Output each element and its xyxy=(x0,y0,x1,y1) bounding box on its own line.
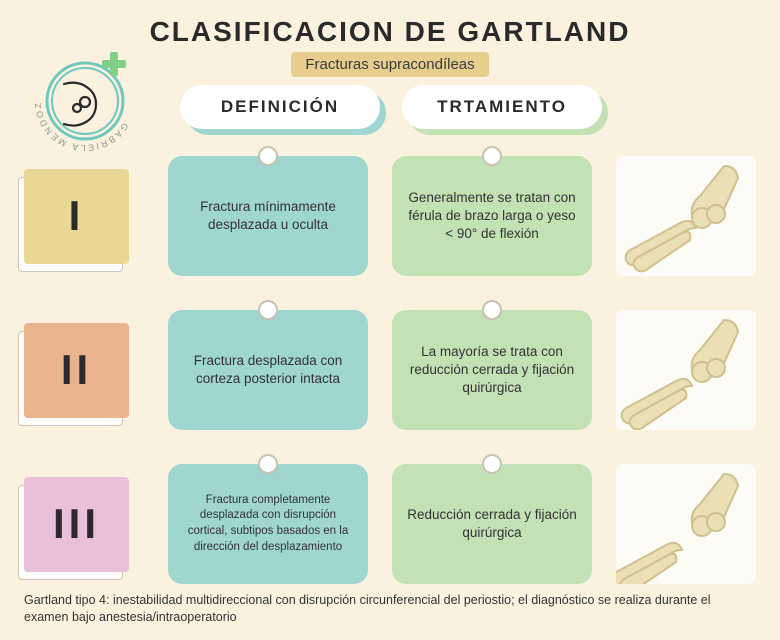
sticky-numeral: III xyxy=(24,477,129,572)
treatment-text: La mayoría se trata con reducción cerrad… xyxy=(406,343,578,398)
treatment-card: La mayoría se trata con reducción cerrad… xyxy=(392,310,592,430)
header-definition-label: Definición xyxy=(180,85,380,129)
header-treatment-label: Trtamiento xyxy=(402,85,602,129)
header-treatment: Trtamiento xyxy=(402,85,602,129)
page-title: CLASIFICACION DE GARTLAND xyxy=(0,0,780,48)
treatment-card: Generalmente se tratan con férula de bra… xyxy=(392,156,592,276)
pin-icon xyxy=(258,146,278,166)
definition-card: Fractura mínimamente desplazada u oculta xyxy=(168,156,368,276)
footer-note: Gartland tipo 4: inestabilidad multidire… xyxy=(24,592,756,626)
definition-text: Fractura completamente desplazada con di… xyxy=(180,493,356,555)
sticky-numeral: II xyxy=(24,323,129,418)
classification-grid: I Fractura mínimamente desplazada u ocult… xyxy=(24,151,780,589)
subtitle-badge: Fracturas supracondíleas xyxy=(291,52,488,77)
fracture-illustration xyxy=(616,156,756,276)
type-sticky: I xyxy=(24,169,129,264)
definition-card: Fractura desplazada con corteza posterio… xyxy=(168,310,368,430)
definition-text: Fractura desplazada con corteza posterio… xyxy=(182,352,354,388)
sticky-numeral: I xyxy=(24,169,129,264)
definition-card: Fractura completamente desplazada con di… xyxy=(168,464,368,584)
header-definition: Definición xyxy=(180,85,380,129)
pin-icon xyxy=(258,300,278,320)
pin-icon xyxy=(482,300,502,320)
treatment-text: Reducción cerrada y fijación quirúrgica xyxy=(406,506,578,542)
pin-icon xyxy=(482,146,502,166)
type-sticky: II xyxy=(24,323,129,418)
definition-text: Fractura mínimamente desplazada u oculta xyxy=(182,198,354,234)
column-headers: Definición Trtamiento xyxy=(180,85,780,129)
pin-icon xyxy=(258,454,278,474)
type-sticky: III xyxy=(24,477,129,572)
pin-icon xyxy=(482,454,502,474)
treatment-text: Generalmente se tratan con férula de bra… xyxy=(406,189,578,244)
author-logo: GABRIELA MENDOZA xyxy=(30,46,140,156)
fracture-illustration xyxy=(616,464,756,584)
fracture-illustration xyxy=(616,310,756,430)
treatment-card: Reducción cerrada y fijación quirúrgica xyxy=(392,464,592,584)
